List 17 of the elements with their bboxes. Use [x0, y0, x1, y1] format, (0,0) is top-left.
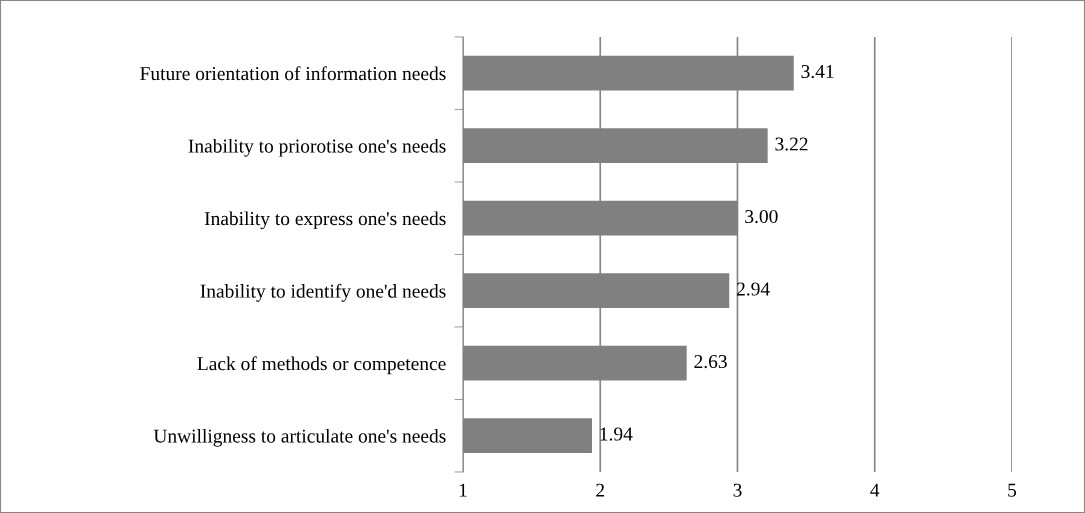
- y-tick-label: Inability to priorotise one's needs: [188, 138, 446, 157]
- data-label: 2.94: [736, 282, 770, 296]
- x-tick-label: 1: [459, 483, 467, 497]
- y-tick-label: Lack of methods or competence: [197, 356, 446, 375]
- x-tick-label: 4: [870, 483, 880, 497]
- data-label: 3.41: [801, 64, 834, 79]
- y-tick-label: Unwilligness to articulate one's needs: [153, 428, 446, 447]
- data-label: 1.94: [600, 427, 633, 441]
- y-tick-label: Inability to express one's needs: [204, 211, 446, 230]
- y-tick-label: Future orientation of information needs: [140, 66, 446, 81]
- data-label: 3.00: [745, 209, 778, 224]
- data-label: 2.63: [694, 355, 727, 369]
- x-tick-label: 5: [1008, 483, 1017, 497]
- y-tick-label: Inability to identify one'd needs: [200, 283, 446, 302]
- data-label: 3.22: [775, 137, 808, 151]
- x-tick-label: 2: [596, 483, 605, 497]
- x-tick-label: 3: [733, 483, 742, 497]
